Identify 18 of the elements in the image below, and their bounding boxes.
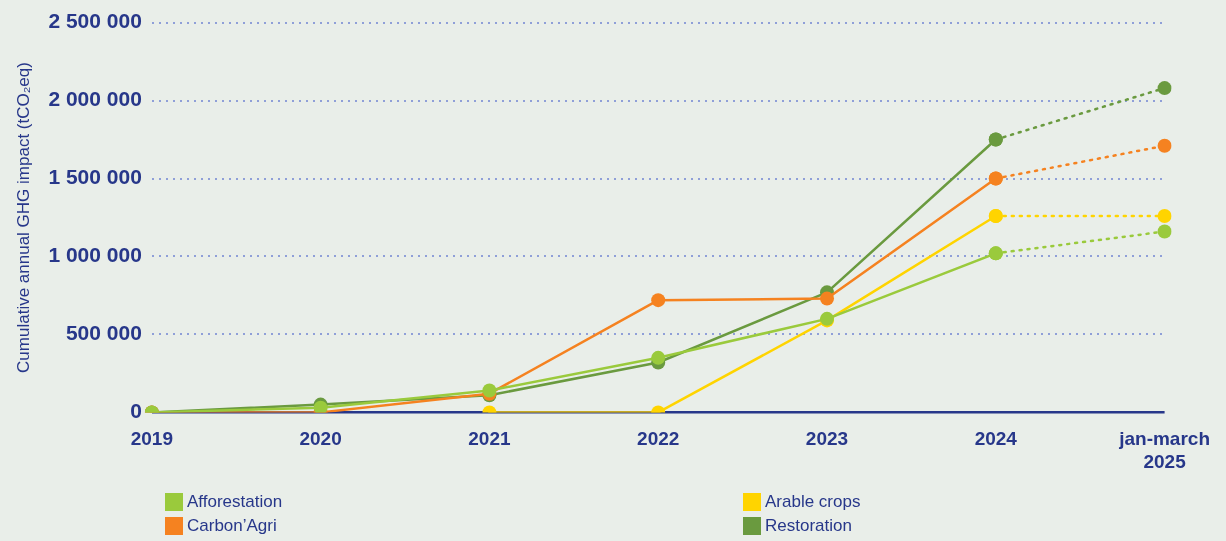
x-tick-label: 2019 <box>130 428 173 450</box>
x-tick-label: 2021 <box>468 428 511 450</box>
y-tick-label: 1 000 000 <box>48 243 142 267</box>
legend-label: Carbon’Agri <box>187 516 277 536</box>
y-tick-label: 0 <box>130 399 142 423</box>
legend-label: Restoration <box>765 516 852 536</box>
x-tick-label: jan-march 2025 <box>1118 428 1210 472</box>
x-tick-label: 2024 <box>974 428 1018 450</box>
y-tick-label: 1 500 000 <box>48 165 142 189</box>
y-axis-title: Cumulative annual GHG impact (tCO₂eq) <box>13 62 33 373</box>
legend-label: Arable crops <box>765 492 861 512</box>
legend-label: Afforestation <box>187 492 283 512</box>
y-tick-label: 500 000 <box>65 321 142 345</box>
y-tick-label: 2 500 000 <box>48 9 142 33</box>
y-tick-label: 2 000 000 <box>48 87 142 111</box>
x-tick-label: 2020 <box>299 428 342 450</box>
x-tick-label: 2023 <box>805 428 849 450</box>
x-tick-label: 2022 <box>637 428 680 450</box>
